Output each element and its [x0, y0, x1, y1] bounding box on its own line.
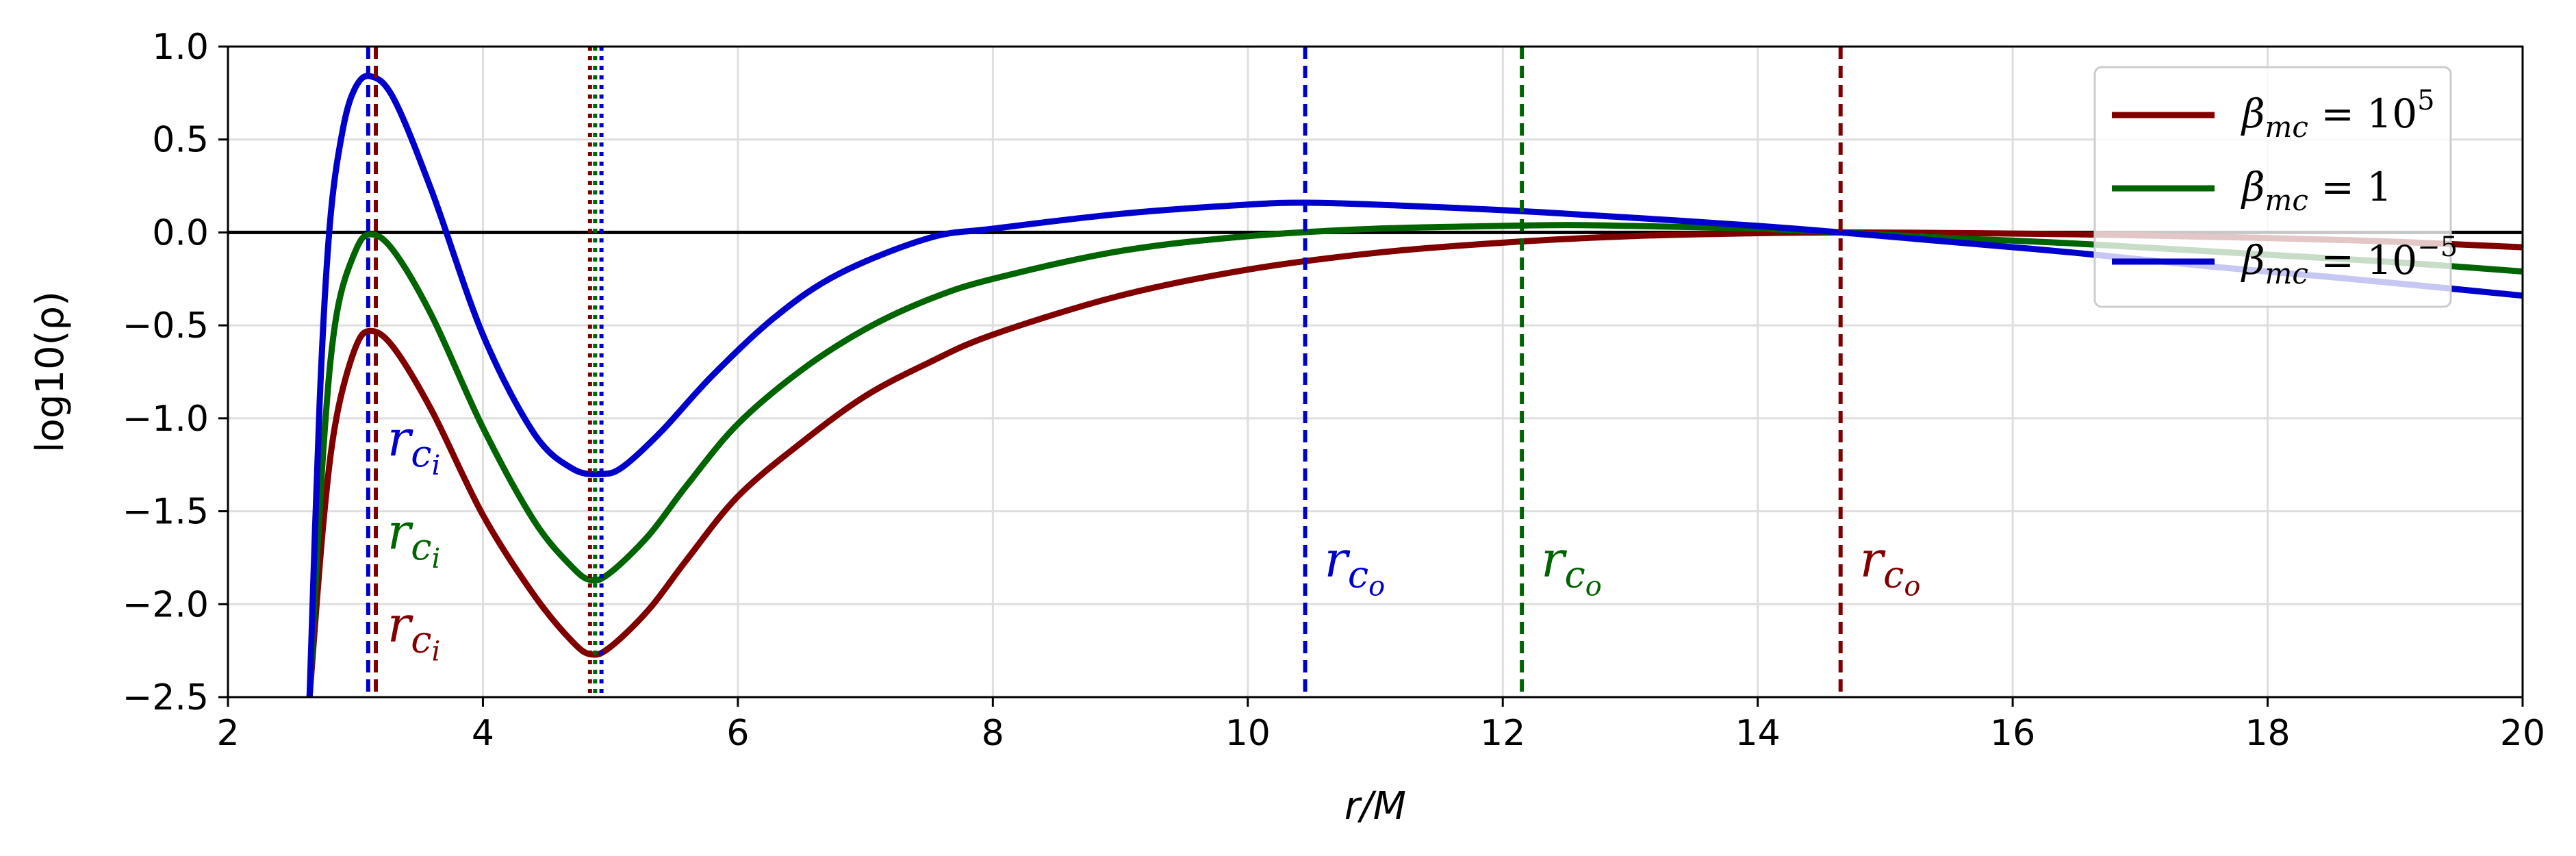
legend-entry: βmc = 1 — [2241, 164, 2392, 217]
label-subsub: i — [431, 450, 440, 481]
y-axis-label: log10(ρ) — [28, 291, 73, 453]
x-tick-label: 14 — [1735, 713, 1781, 754]
y-tick-label: 1.0 — [152, 27, 209, 68]
x-axis-label: r/M — [1344, 784, 1406, 829]
label-sub: c — [1348, 553, 1368, 596]
label-sub: c — [411, 432, 431, 475]
critical-radius-label: rco — [1860, 531, 1921, 603]
legend-beta: β — [2241, 237, 2265, 284]
legend-sub: mc — [2265, 184, 2308, 217]
label-subsub: i — [431, 636, 440, 668]
x-tick-label: 10 — [1225, 713, 1271, 754]
critical-radius-label: rco — [1325, 531, 1386, 603]
ticks: 2 4 6 8 10 12 14 16 18 20 1.0 0.5 0.0 −0.5 −1.0 −1.5 −2.… — [123, 27, 2545, 754]
label-sub: c — [1883, 553, 1904, 596]
y-tick-label: −0.5 — [123, 305, 209, 347]
label-main: r — [387, 596, 413, 653]
label-sub: c — [411, 618, 431, 662]
legend-eq: = 10 — [2308, 90, 2417, 137]
y-tick-label: 0.0 — [152, 212, 209, 253]
x-tick-label: 18 — [2245, 713, 2290, 754]
y-tick-label: 0.5 — [152, 120, 209, 161]
label-subsub: o — [1368, 571, 1385, 603]
label-main: r — [387, 503, 413, 560]
legend-entry: βmc = 105 — [2241, 85, 2435, 144]
legend-beta: β — [2241, 164, 2265, 210]
y-tick-label: −1.5 — [123, 492, 209, 533]
label-subsub: i — [431, 543, 440, 575]
y-tick-label: −2.0 — [123, 584, 209, 625]
critical-radius-label: rci — [387, 410, 440, 481]
legend-beta: β — [2241, 90, 2265, 137]
series-line-beta-1e5 — [306, 229, 2523, 697]
y-tick-label: −1.0 — [123, 399, 209, 440]
label-subsub: o — [1585, 571, 1602, 603]
x-tick-label: 12 — [1480, 713, 1525, 754]
legend-eq: = 1 — [2308, 164, 2392, 210]
x-tick-label: 4 — [472, 713, 494, 754]
legend-eq: = 10 — [2308, 237, 2417, 284]
legend-sub: mc — [2265, 257, 2308, 290]
x-tick-label: 16 — [1990, 713, 2035, 754]
legend-box — [2093, 66, 2452, 308]
y-axis-label-group: log10(ρ) — [28, 291, 73, 453]
label-main: r — [1541, 531, 1567, 588]
critical-radius-label: rci — [387, 503, 440, 575]
label-sub: c — [411, 525, 431, 568]
legend-sub: mc — [2265, 110, 2308, 144]
x-tick-label: 6 — [726, 713, 749, 754]
label-main: r — [1860, 531, 1886, 588]
axes-frame — [227, 45, 2524, 698]
series-line-beta-1e-5 — [306, 73, 2523, 697]
legend-entry: βmc = 10−5 — [2241, 231, 2458, 290]
x-tick-label: 20 — [2500, 713, 2545, 754]
label-sub: c — [1565, 553, 1585, 596]
label-subsub: o — [1904, 571, 1920, 603]
x-tick-label: 8 — [982, 713, 1004, 754]
x-tick-label: 2 — [216, 713, 239, 754]
legend-sup: −5 — [2417, 231, 2458, 263]
legend-sup: 5 — [2417, 85, 2434, 116]
y-tick-label: −2.5 — [123, 677, 209, 718]
critical-radius-label: rci — [387, 596, 440, 668]
label-main: r — [387, 410, 413, 467]
label-main: r — [1325, 531, 1351, 588]
critical-radius-label: rco — [1541, 531, 1602, 603]
